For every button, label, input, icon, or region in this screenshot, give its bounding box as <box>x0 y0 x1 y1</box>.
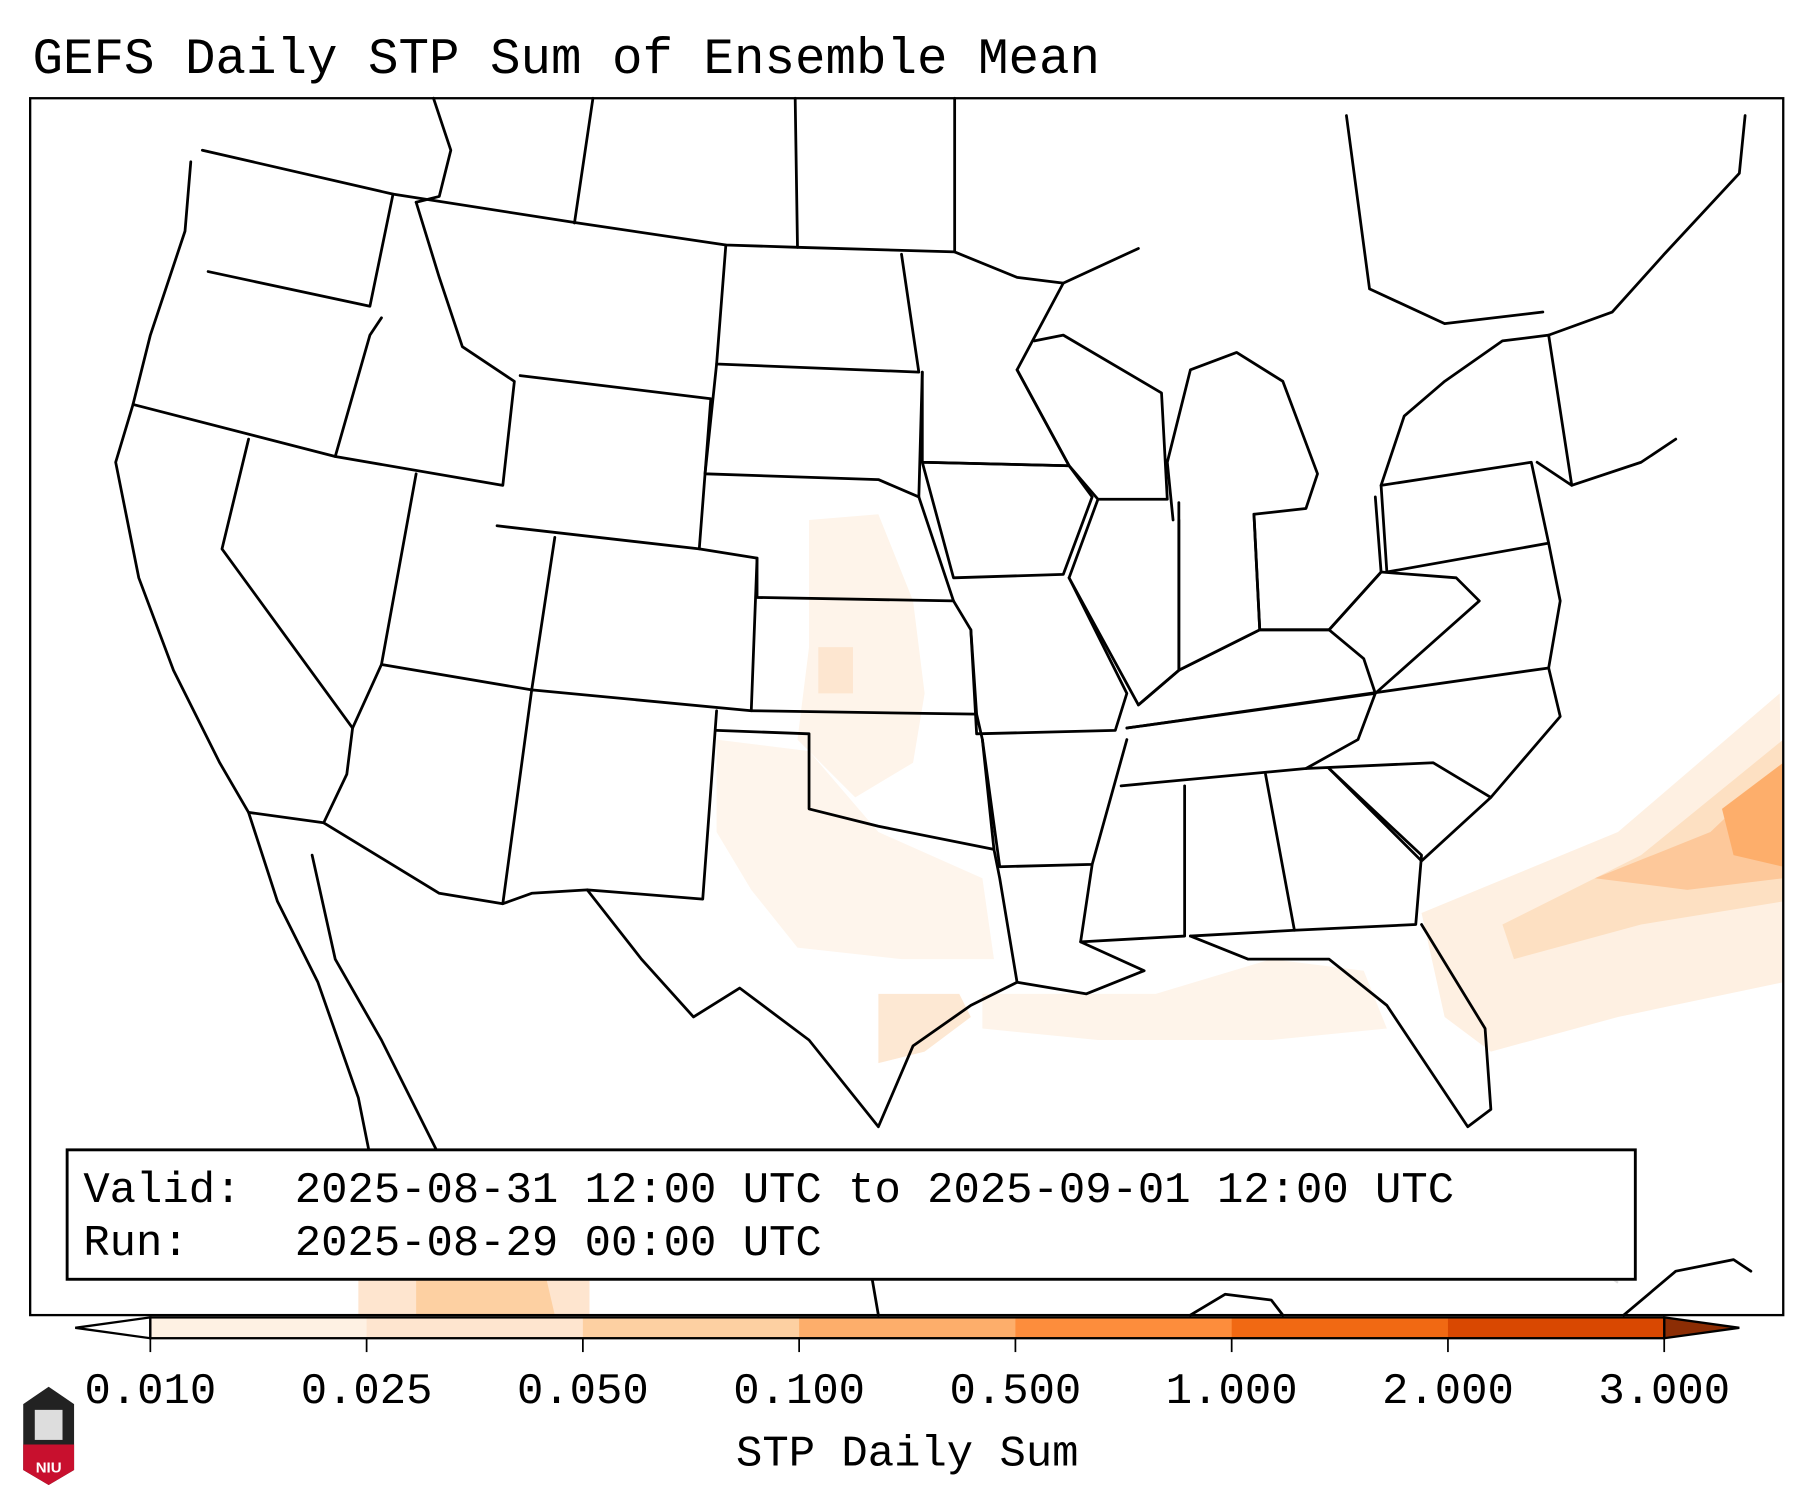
valid-value: 2025-08-31 12:00 UTC to 2025-09-01 12:00… <box>295 1166 1454 1216</box>
state-border <box>1119 691 1377 788</box>
colorbar-segment <box>1447 1317 1665 1339</box>
colorbar-segment <box>799 1317 1016 1339</box>
state-border <box>755 495 955 603</box>
province-line <box>414 96 453 204</box>
colorbar-under-extension <box>75 1316 152 1340</box>
state-border <box>1327 570 1481 695</box>
state-border <box>220 437 354 825</box>
state-border <box>322 709 718 906</box>
colorbar-segment <box>366 1317 584 1339</box>
info-box: Valid: 2025-08-31 12:00 UTC to 2025-09-0… <box>65 1148 1637 1281</box>
province-line <box>573 96 595 225</box>
valid-label: Valid: <box>83 1166 241 1216</box>
niu-logo: NIU <box>23 1386 75 1485</box>
shading-plains-core <box>818 647 853 694</box>
state-border <box>206 192 395 308</box>
state-border <box>333 200 516 487</box>
shading-atlantic-core <box>1721 762 1784 867</box>
info-box-frame <box>65 1148 1637 1281</box>
state-border <box>703 362 924 499</box>
shading-tx-coast <box>878 993 971 1064</box>
colorbar-tick-label: 0.100 <box>733 1367 865 1417</box>
shading-atlantic-outer <box>1421 693 1784 1052</box>
colorbar-tick-label: 2.000 <box>1382 1367 1514 1417</box>
texas-border <box>585 847 1019 1129</box>
state-border <box>1015 863 1146 996</box>
west-coast <box>114 160 372 1158</box>
state-border <box>131 316 383 458</box>
run-value: 2025-08-29 00:00 UTC <box>295 1219 822 1269</box>
shading-atlantic-mid <box>1502 739 1784 960</box>
logo-building <box>34 1409 63 1440</box>
state-border <box>1293 767 1423 932</box>
state-border <box>1079 784 1187 944</box>
province-line <box>1345 114 1545 325</box>
colorbar-segment <box>150 1317 368 1339</box>
map-frame <box>29 97 1785 1317</box>
colorbar-tick-label: 0.500 <box>950 1367 1082 1417</box>
colorbar-frame <box>149 1316 1666 1340</box>
province-line <box>793 96 799 249</box>
coast-line <box>1547 114 1747 337</box>
east-coast <box>1547 541 1562 670</box>
michigan-border <box>1165 351 1319 522</box>
colorbar-segment <box>1231 1317 1449 1339</box>
logo-text: NIU <box>36 1459 62 1476</box>
colorbar-tick-label: 1.000 <box>1166 1367 1298 1417</box>
colorbar-tick-label: 3.000 <box>1598 1367 1730 1417</box>
map-title: GEFS Daily STP Sum of Ensemble Mean <box>32 32 1100 89</box>
shading-atlantic-inner <box>1594 762 1784 890</box>
colorbar-tick-label: 0.025 <box>301 1367 433 1417</box>
state-border <box>1570 437 1678 487</box>
colorbar-over-extension <box>1663 1316 1740 1340</box>
run-label: Run: <box>83 1219 188 1269</box>
colorbar-tick-label: 0.050 <box>517 1367 649 1417</box>
boundaries <box>114 96 1753 1317</box>
baja-coast <box>310 853 441 1158</box>
colorbar-segment <box>1015 1317 1233 1339</box>
colorbar-label: STP Daily Sum <box>736 1429 1079 1479</box>
florida-border <box>1189 923 1493 1129</box>
state-border <box>1125 666 1551 730</box>
state-border <box>969 576 1129 736</box>
state-border <box>1015 333 1169 501</box>
shading-texas <box>716 739 994 960</box>
colorbar-segment <box>582 1317 800 1339</box>
shading-plains <box>797 514 925 798</box>
cuba-coast <box>1189 1292 1285 1317</box>
state-border <box>715 243 921 374</box>
colorbar: STP Daily Sum 0.010 0.025 0.050 0.100 0.500 1… <box>75 1316 1740 1479</box>
stp-shading <box>358 514 1784 1316</box>
logo-red-band <box>23 1444 75 1485</box>
map-panel: Valid: 2025-08-31 12:00 UTC to 2025-09-0… <box>29 96 1785 1317</box>
shading-gulf <box>982 959 1387 1041</box>
hispaniola-coast <box>1622 1258 1753 1317</box>
colorbar-tick-label: 0.010 <box>84 1367 216 1417</box>
state-border <box>981 738 1129 869</box>
east-coast <box>1489 666 1562 799</box>
